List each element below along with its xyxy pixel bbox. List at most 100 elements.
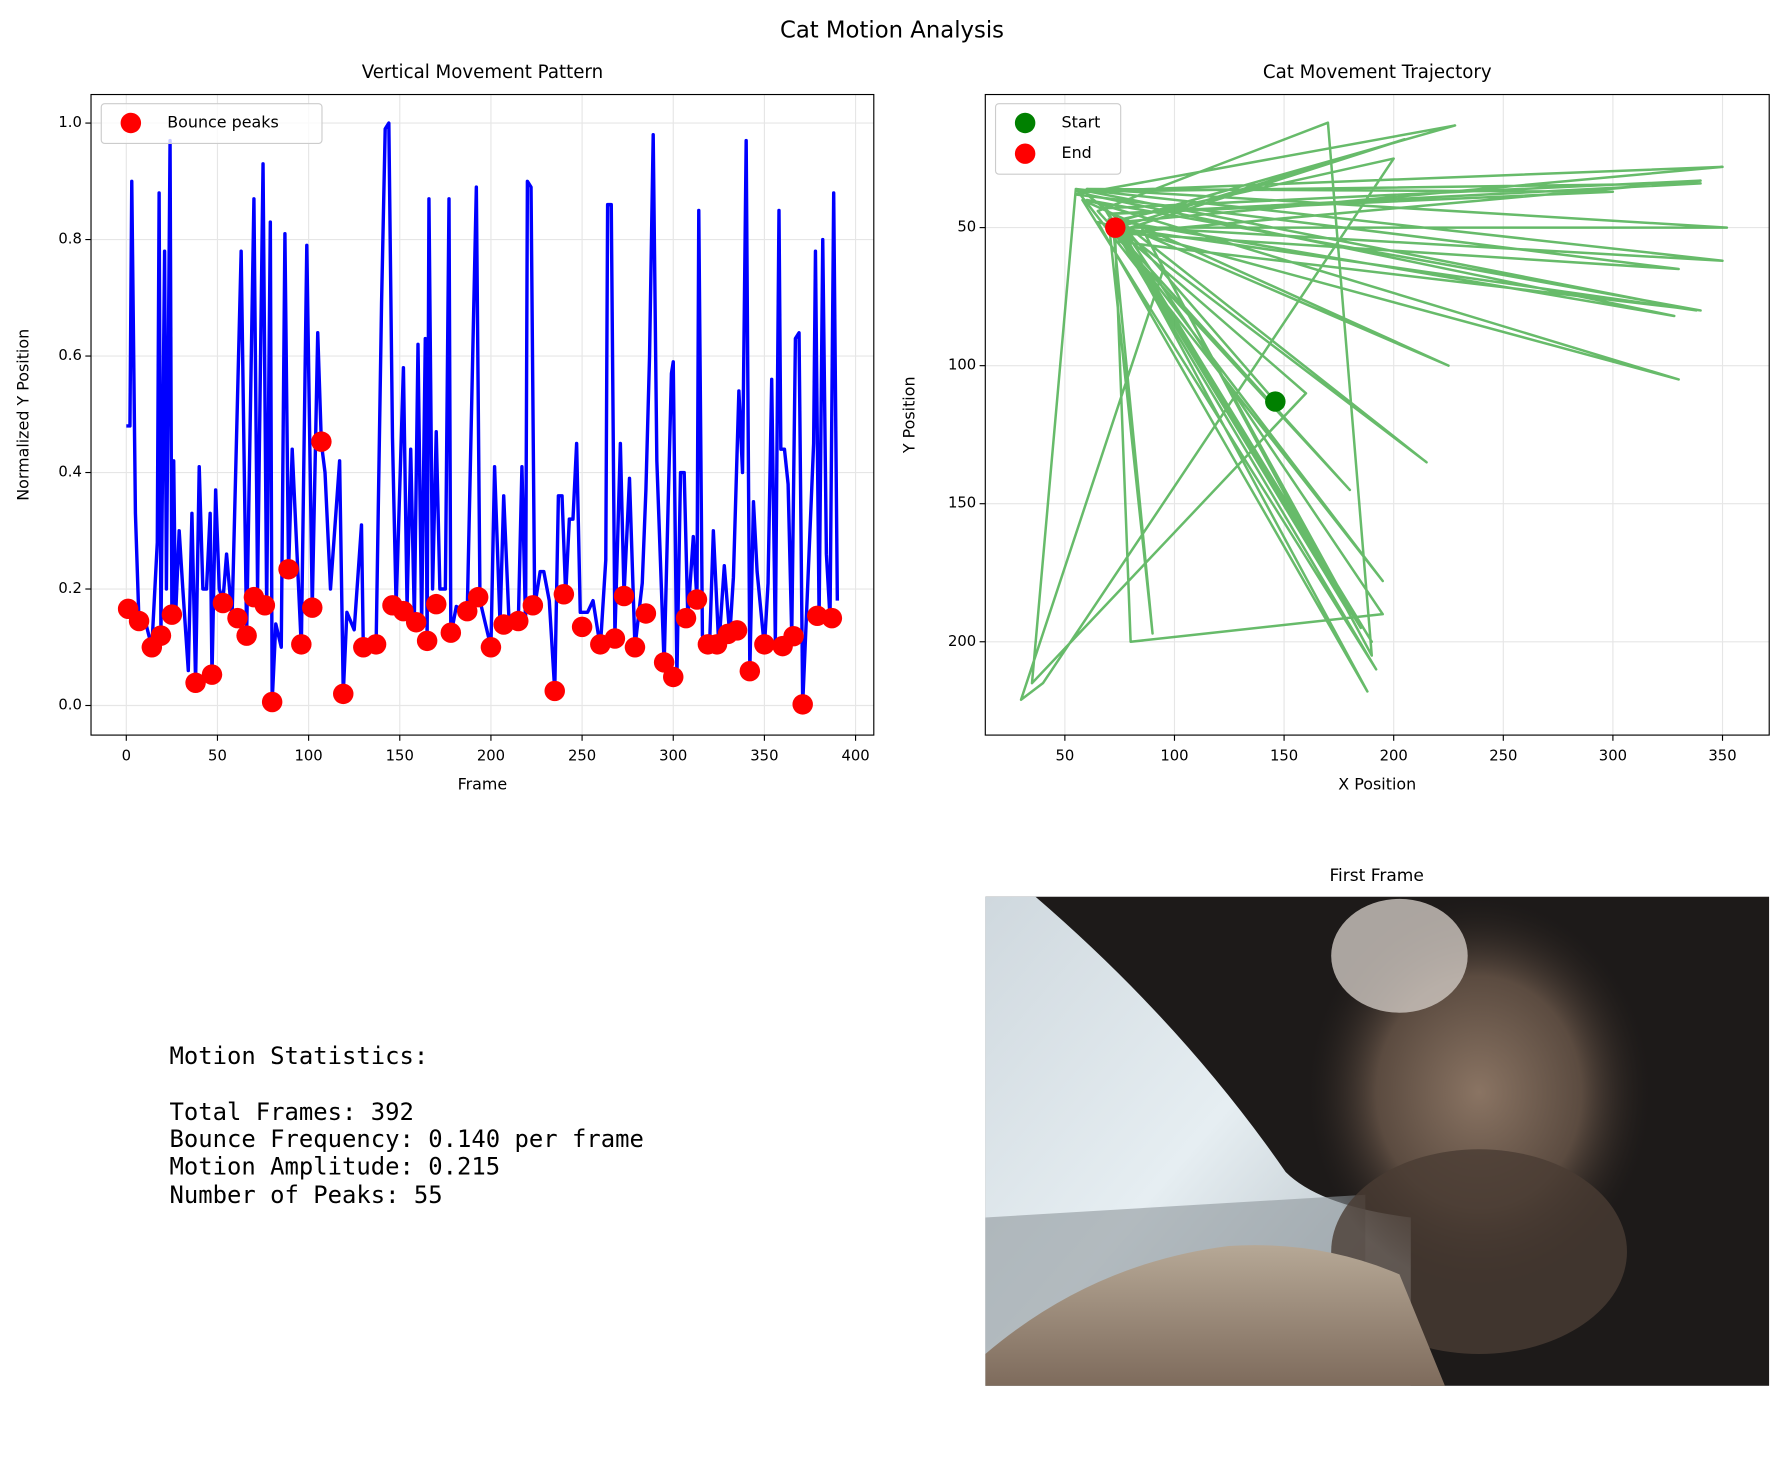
scatter-point bbox=[686, 589, 708, 610]
x-tick-label: 300 bbox=[659, 748, 687, 765]
figure-title: Cat Motion Analysis bbox=[780, 17, 1004, 43]
scatter-point bbox=[544, 680, 565, 702]
y-tick-label: 200 bbox=[948, 633, 976, 650]
x-tick-label: 150 bbox=[386, 748, 414, 765]
scatter-point bbox=[726, 620, 748, 641]
chart-title: Cat Movement Trajectory bbox=[1263, 62, 1492, 83]
x-tick-label: 100 bbox=[1160, 748, 1188, 765]
scatter-point bbox=[302, 597, 323, 618]
legend: Bounce peaks bbox=[100, 103, 323, 145]
x-tick-label: 50 bbox=[208, 748, 227, 765]
axes-frame bbox=[984, 93, 1770, 736]
image-title: First Frame bbox=[1329, 866, 1423, 886]
data-line bbox=[1019, 121, 1729, 701]
y-tick-label: 0.0 bbox=[58, 696, 82, 713]
scatter-point bbox=[613, 585, 635, 607]
scatter-point bbox=[456, 600, 478, 622]
scatter-point bbox=[161, 604, 183, 625]
legend-label: Start bbox=[1062, 112, 1101, 131]
scatter-point bbox=[571, 616, 593, 638]
y-tick-label: 0.8 bbox=[58, 231, 82, 248]
legend-marker bbox=[1014, 112, 1036, 134]
scatter-point bbox=[236, 625, 257, 646]
scatter-point bbox=[653, 652, 675, 673]
scatter-point bbox=[604, 628, 626, 649]
y-tick-label: 150 bbox=[948, 495, 976, 512]
y-tick-label: 1.0 bbox=[58, 114, 82, 131]
scatter-point bbox=[467, 586, 489, 608]
scatter-point bbox=[201, 664, 223, 685]
scatter-point bbox=[480, 637, 502, 658]
plot-area bbox=[1019, 121, 1729, 701]
x-tick-label: 200 bbox=[1380, 748, 1408, 765]
stats-heading: Motion Statistics: bbox=[170, 1042, 429, 1070]
first-frame-image bbox=[985, 896, 1770, 1386]
y-tick-label: 50 bbox=[957, 219, 976, 236]
scatter-point bbox=[227, 607, 248, 629]
scatter-point bbox=[128, 610, 150, 632]
x-tick-label: 350 bbox=[750, 748, 778, 765]
y-tick-label: 0.4 bbox=[58, 464, 82, 481]
scatter-point bbox=[754, 634, 775, 655]
legend-marker bbox=[1014, 143, 1036, 164]
x-tick-label: 250 bbox=[568, 748, 596, 765]
x-tick-label: 250 bbox=[1489, 748, 1517, 765]
scatter-point bbox=[821, 607, 843, 629]
x-tick-label: 350 bbox=[1708, 748, 1736, 765]
chart-title: Vertical Movement Pattern bbox=[362, 62, 603, 83]
scatter-point bbox=[254, 595, 276, 616]
scatter-point bbox=[783, 625, 804, 647]
x-tick-label: 400 bbox=[841, 748, 869, 765]
scatter-point bbox=[508, 610, 529, 632]
scatter-point bbox=[278, 558, 299, 580]
scatter-point bbox=[291, 634, 312, 655]
x-axis-label: X Position bbox=[1338, 775, 1416, 794]
x-tick-label: 150 bbox=[1270, 748, 1298, 765]
legend: Start End bbox=[994, 103, 1122, 175]
scatter-point bbox=[553, 584, 575, 605]
legend-label: End bbox=[1062, 143, 1092, 162]
plot-area bbox=[117, 121, 843, 715]
x-tick-label: 100 bbox=[295, 748, 323, 765]
stats-line: Total Frames: 392 bbox=[170, 1098, 414, 1126]
x-tick-label: 0 bbox=[122, 748, 131, 765]
x-tick-label: 50 bbox=[1055, 748, 1074, 765]
y-tick-label: 0.2 bbox=[58, 580, 82, 597]
scatter-point bbox=[635, 603, 657, 624]
scatter-point bbox=[405, 611, 427, 633]
x-axis-label: Frame bbox=[458, 775, 508, 794]
axes-frame bbox=[90, 93, 875, 736]
scatter-point bbox=[440, 622, 462, 643]
scatter-point bbox=[150, 625, 172, 646]
scatter-point bbox=[311, 431, 332, 452]
stats-line: Bounce Frequency: 0.140 per frame bbox=[170, 1125, 644, 1153]
scatter-point bbox=[624, 637, 646, 658]
y-axis-label: Y Position bbox=[900, 376, 919, 454]
scatter-point bbox=[739, 660, 761, 682]
stats-line: Motion Amplitude: 0.215 bbox=[170, 1152, 501, 1180]
x-tick-label: 200 bbox=[477, 748, 505, 765]
y-axis-label: Normalized Y Position bbox=[13, 329, 32, 501]
scatter-point bbox=[365, 634, 387, 655]
scatter-point bbox=[522, 595, 544, 616]
scatter-point bbox=[416, 630, 438, 652]
y-tick-label: 0.6 bbox=[58, 347, 82, 364]
scatter-point bbox=[1105, 217, 1126, 238]
legend-label: Bounce peaks bbox=[167, 112, 279, 131]
legend-box bbox=[994, 103, 1122, 175]
scatter-point bbox=[792, 694, 813, 715]
scatter-point bbox=[333, 683, 354, 705]
stats-line: Number of Peaks: 55 bbox=[170, 1181, 443, 1209]
scatter-point bbox=[675, 607, 697, 629]
x-tick-label: 300 bbox=[1599, 748, 1627, 765]
scatter-point bbox=[212, 592, 234, 614]
legend-box bbox=[100, 103, 323, 145]
scatter-point bbox=[261, 691, 283, 713]
scatter-point bbox=[425, 593, 447, 615]
y-tick-label: 100 bbox=[948, 357, 976, 374]
scatter-point bbox=[1265, 391, 1286, 412]
scatter-point bbox=[185, 672, 206, 694]
scatter-point bbox=[663, 666, 684, 688]
legend-marker bbox=[120, 112, 142, 134]
